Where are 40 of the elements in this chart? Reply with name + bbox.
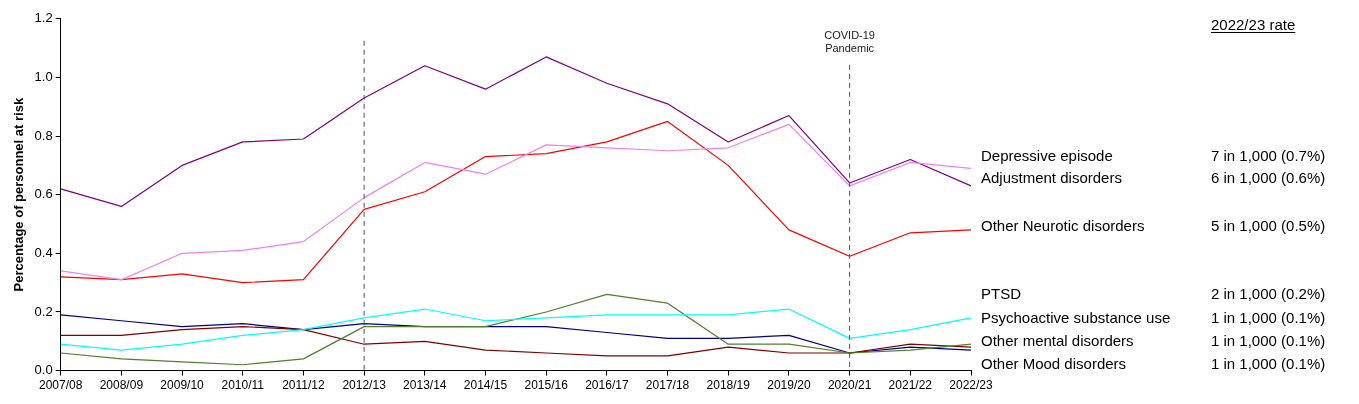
x-tick-label: 2012/13 — [342, 378, 387, 393]
y-tick-label: 1.0 — [34, 69, 53, 85]
y-axis-title: Percentage of personnel at risk — [11, 97, 27, 292]
x-tick-label: 2008/09 — [99, 378, 144, 393]
y-tick-label: 0.4 — [34, 244, 53, 260]
x-tick-label: 2018/19 — [706, 378, 751, 393]
y-tick-label: 1.2 — [34, 10, 53, 26]
text: 2 in 1,000 (0.2%) — [1211, 285, 1326, 303]
text: 7 in 1,000 (0.7%) — [1211, 147, 1326, 165]
x-tick-label: 2007/08 — [38, 378, 83, 393]
x-tick-label: 2011/12 — [282, 378, 325, 393]
text: 2022/23 rate — [1211, 16, 1296, 33]
series-label: PTSD — [981, 285, 1022, 303]
x-tick-label: 2021/22 — [888, 378, 933, 393]
x-tick-label: 2015/16 — [524, 378, 569, 393]
y-tick-label: 0.8 — [34, 127, 53, 143]
series-label: Other Mood disorders — [981, 355, 1127, 373]
ref-line-label: COVID-19 Pandemic — [824, 29, 875, 55]
series-label: Adjustment disorders — [981, 169, 1122, 187]
x-tick-label: 2017/18 — [645, 378, 690, 393]
y-tick-label: 0.2 — [34, 303, 53, 319]
x-tick-label: 2016/17 — [585, 378, 629, 393]
text: 1 in 1,000 (0.1%) — [1211, 309, 1326, 327]
x-tick-label: 2020/21 — [827, 378, 872, 393]
text: 1 in 1,000 (0.1%) — [1211, 332, 1326, 350]
text: 6 in 1,000 (0.6%) — [1211, 169, 1326, 187]
series-label: Psychoactive substance use — [981, 309, 1171, 327]
y-tick-label: 0.6 — [34, 186, 53, 202]
x-tick-label: 2009/10 — [160, 378, 205, 393]
text: 1 in 1,000 (0.1%) — [1211, 355, 1326, 373]
x-tick-label: 2013/14 — [403, 378, 447, 393]
x-tick-label: 2022/23 — [949, 378, 994, 393]
series-label: Depressive episode — [981, 147, 1113, 165]
x-tick-label: 2014/15 — [463, 378, 508, 393]
x-tick-label: 2010/11 — [221, 378, 265, 393]
series-label: Other Neurotic disorders — [981, 217, 1145, 235]
series-label: Other mental disorders — [981, 332, 1134, 350]
text: 5 in 1,000 (0.5%) — [1211, 217, 1326, 235]
y-tick-label: 0.0 — [34, 362, 53, 378]
x-tick-label: 2019/20 — [767, 378, 811, 393]
